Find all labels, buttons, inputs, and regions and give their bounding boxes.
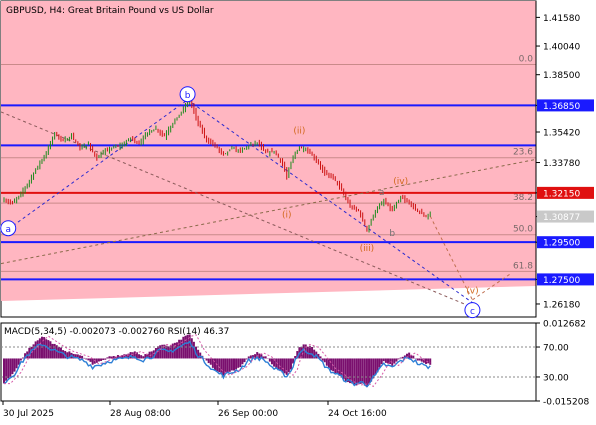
price-tick-label: 1.27500 [543,276,580,286]
wave-line-a-b [7,99,188,230]
time-axis: 30 Jul 2025 28 Aug 08:00 26 Sep 00:00 24 Oc… [2,401,387,419]
wave-label-circle [464,302,481,319]
macd-signal-line [4,334,431,388]
wave-label: (v) [466,287,478,297]
forecast-line-up [472,273,511,301]
wave-label: b [185,91,191,101]
wave-label: (ii) [293,127,305,137]
price-level-tag [537,99,594,112]
price-tick-label: 1.36850 [543,102,580,112]
price-tick-label: 1.26180 [543,300,580,310]
time-tick-label: 28 Aug 08:00 [110,409,171,419]
time-tick-label: 24 Oct 16:00 [328,409,387,419]
price-level-tag [537,186,594,199]
fib-label: 0.0 [519,54,534,64]
price-panel: 0.0 23.6 38.2 50.0 61.8 a b c (i) (ii) (iii) (iv) (… [0,0,537,343]
macd-label: MACD(5,34,5) -0.002073 -0.002760 RSI(14)… [4,327,229,337]
time-tick-label: 26 Sep 00:00 [218,409,278,419]
price-tick-label: 1.30877 [543,213,580,223]
wave-label: (iii) [360,244,375,254]
price-level-tag [537,273,594,286]
fib-label: 61.8 [513,261,533,271]
wave-label-circle [0,220,17,237]
wave-label: (iv) [393,177,408,187]
wave-label: c [470,307,475,317]
price-tick-label: 1.40040 [543,43,580,53]
wave-label: a [5,225,11,235]
time-tick-label: 30 Jul 2025 [3,409,54,419]
wave-label: a [379,188,385,198]
macd-tick-label: 0.012682 [543,320,586,330]
wave-line-b-c [187,99,473,304]
macd-axis: 0.012682 70.00 30.00 -0.015208 [535,320,589,408]
price-tick-label: 1.29500 [543,239,580,249]
macd-tick-label: -0.015208 [543,398,589,408]
macd-tick-label: 70.00 [543,344,569,354]
fib-label: 38.2 [513,193,533,203]
fib-label: 23.6 [513,148,533,158]
price-level-tag [537,236,594,249]
macd-panel-frame [0,322,537,402]
price-tick-label: 1.41580 [543,14,580,24]
price-tick-label: 1.38500 [543,71,580,81]
rsi-line [3,340,431,388]
price-axis: 1.41580 1.40040 1.38500 1.36850 1.35420 1.337… [535,1,594,317]
macd-panel: MACD(5,34,5) -0.002073 -0.002760 RSI(14)… [0,322,537,402]
macd-tick-label: 30.00 [543,373,569,383]
current-price-tag [537,210,594,223]
fib-label: 50.0 [513,225,533,235]
support-trend-line [1,158,536,265]
chart-title: GBPUSD, H4: Great Britain Pound vs US Do… [6,6,214,16]
forecast-line-down [429,215,473,301]
wave-label: (i) [282,210,292,220]
price-tick-label: 1.35420 [543,129,580,139]
wave-label-circle [179,86,196,103]
projection-zone [1,1,536,301]
wave-label: b [389,229,395,239]
price-tick-label: 1.32150 [543,189,580,199]
price-tick-label: 1.33780 [543,159,580,169]
